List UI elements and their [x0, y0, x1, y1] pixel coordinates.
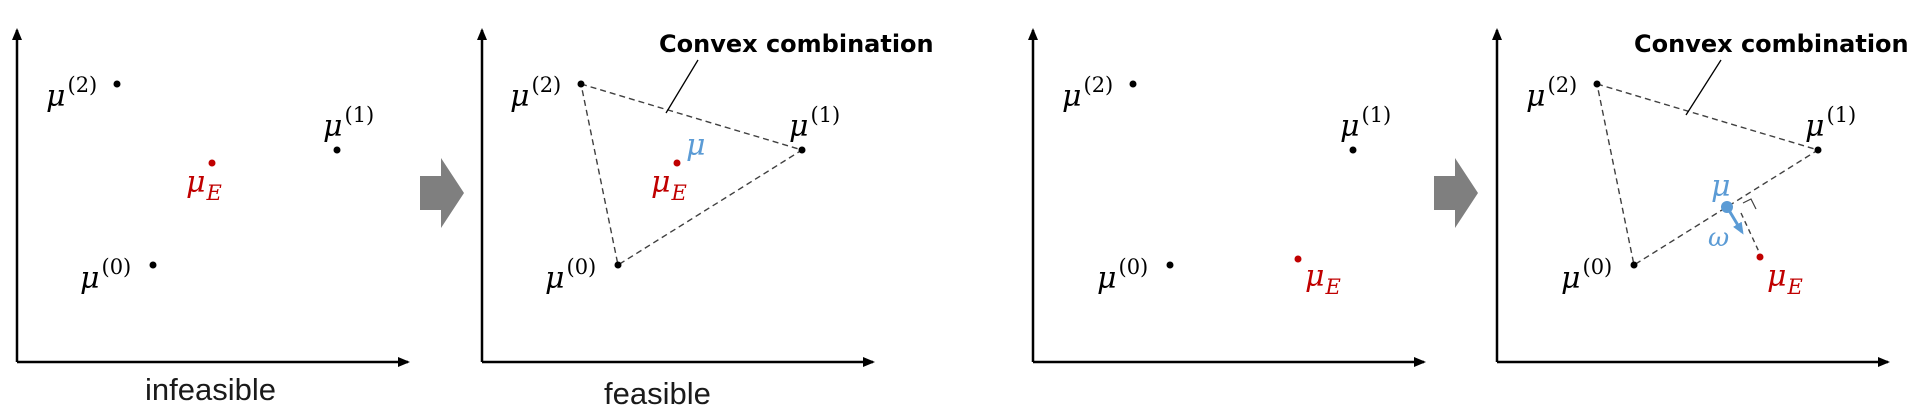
point-mu-2 [1129, 80, 1137, 88]
panel-4: Convex combination μ(2) μ(1) μ(0) μ ω μE [1492, 28, 1909, 367]
panel-3: μ(2) μ(1) μ(0) μE [1028, 28, 1426, 367]
label-mu-0: μ(0) [1097, 255, 1148, 296]
label-mu-0: μ(0) [80, 255, 131, 296]
right-angle-marker [1742, 198, 1757, 210]
callout-line [1685, 59, 1722, 116]
caption-infeasible: infeasible [145, 372, 276, 407]
convex-hull [1596, 82, 1820, 267]
point-mu-1 [333, 146, 341, 154]
label-mu-combination: μ [686, 128, 706, 163]
callout-line [665, 59, 699, 114]
label-mu-2: μ(2) [1526, 73, 1577, 114]
point-mu-1 [798, 146, 806, 154]
projection-to-expert-line [1740, 212, 1761, 255]
label-mu-e: μE [1767, 259, 1803, 299]
point-mu-0 [1630, 261, 1638, 269]
label-mu-2: μ(2) [46, 73, 97, 114]
convex-combination-label: Convex combination [1634, 30, 1909, 58]
label-mu-projection: μ [1711, 169, 1731, 204]
point-mu-2 [1593, 80, 1601, 88]
panel-feasible: Convex combination μ(2) μ(1) μE μ μ(0) [477, 28, 934, 367]
point-mu-e [1756, 253, 1764, 261]
label-mu-0: μ(0) [545, 255, 596, 296]
point-mu-e [208, 159, 216, 167]
label-mu-e: μE [651, 165, 687, 205]
label-mu-e: μE [186, 165, 222, 205]
label-mu-2: μ(2) [510, 73, 561, 114]
point-mu-e [673, 159, 681, 167]
label-mu-1: μ(1) [323, 103, 374, 144]
label-mu-2: μ(2) [1062, 73, 1113, 114]
caption-feasible: feasible [604, 376, 711, 411]
label-mu-0: μ(0) [1561, 255, 1612, 296]
label-omega: ω [1708, 223, 1729, 253]
convex-combination-label: Convex combination [659, 30, 934, 58]
label-mu-e: μE [1305, 259, 1341, 299]
label-mu-1: μ(1) [1805, 103, 1856, 144]
omega-arrow [1725, 206, 1744, 235]
convex-hull [580, 82, 804, 267]
transition-arrow-2 [1434, 158, 1478, 228]
point-mu-0 [149, 261, 157, 269]
panel-infeasible: μ(2) μ(1) μE μ(0) [12, 28, 410, 367]
point-mu-e [1294, 255, 1302, 263]
point-mu-0 [614, 261, 622, 269]
label-mu-1: μ(1) [1340, 103, 1391, 144]
point-mu-2 [577, 80, 585, 88]
point-mu-0 [1166, 261, 1174, 269]
transition-arrow-1 [420, 158, 464, 228]
point-mu-1 [1814, 146, 1822, 154]
point-mu-1 [1349, 146, 1357, 154]
label-mu-1: μ(1) [789, 103, 840, 144]
point-mu-2 [113, 80, 121, 88]
